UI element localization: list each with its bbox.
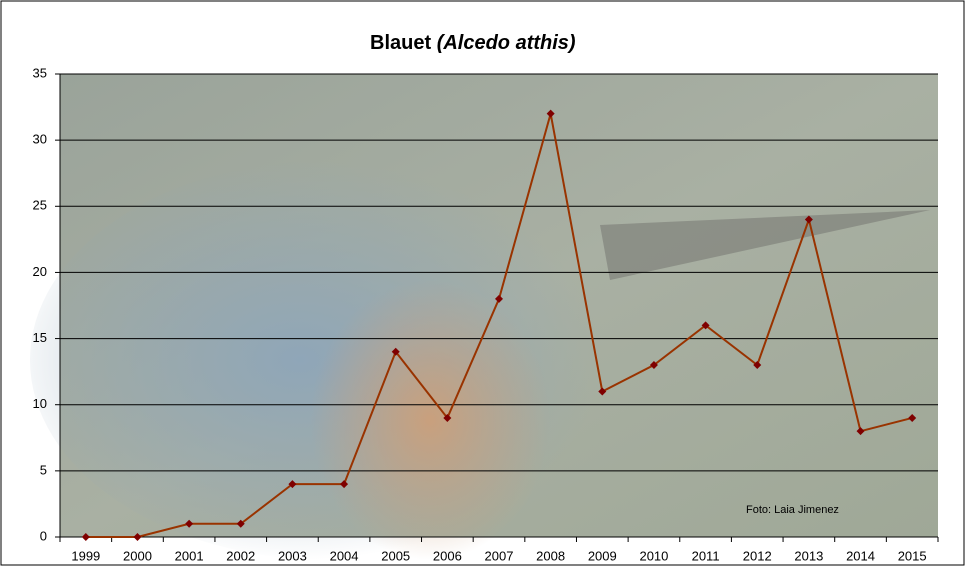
- x-tick-label: 2001: [175, 548, 204, 563]
- x-tick-label: 2014: [846, 548, 875, 563]
- y-tick-label: 30: [33, 132, 47, 147]
- x-tick-label: 2013: [794, 548, 823, 563]
- title-species: (Alcedo atthis): [437, 32, 576, 54]
- x-tick-label: 2011: [692, 548, 720, 563]
- y-tick-label: 0: [40, 528, 47, 543]
- x-tick-label: 2004: [330, 548, 359, 563]
- x-tick-label: 2015: [898, 548, 927, 563]
- x-tick-label: 2010: [639, 548, 668, 563]
- x-tick-label: 2000: [123, 548, 152, 563]
- y-tick-label: 5: [40, 462, 47, 477]
- chart: Blauet (Alcedo atthis) Foto: Laia Jimene…: [0, 0, 966, 567]
- x-tick-label: 2012: [743, 548, 772, 563]
- y-tick-label: 25: [33, 198, 47, 213]
- y-tick-label: 35: [33, 65, 47, 80]
- x-tick-label: 2002: [226, 548, 255, 563]
- x-tick-label: 2003: [278, 548, 307, 563]
- chart-title: Blauet (Alcedo atthis): [370, 32, 576, 54]
- annotation: Foto: Laia Jimenez: [746, 504, 839, 516]
- x-tick-label: 2007: [485, 548, 514, 563]
- x-tick-label: 1999: [71, 548, 100, 563]
- y-tick-label: 10: [33, 396, 47, 411]
- background-photo: [30, 74, 938, 560]
- x-tick-label: 2008: [536, 548, 565, 563]
- y-tick-label: 15: [33, 330, 47, 345]
- title-text: Blauet: [370, 32, 431, 54]
- x-tick-label: 2009: [588, 548, 617, 563]
- x-tick-label: 2006: [433, 548, 462, 563]
- x-tick-label: 2005: [381, 548, 410, 563]
- y-tick-label: 20: [33, 264, 47, 279]
